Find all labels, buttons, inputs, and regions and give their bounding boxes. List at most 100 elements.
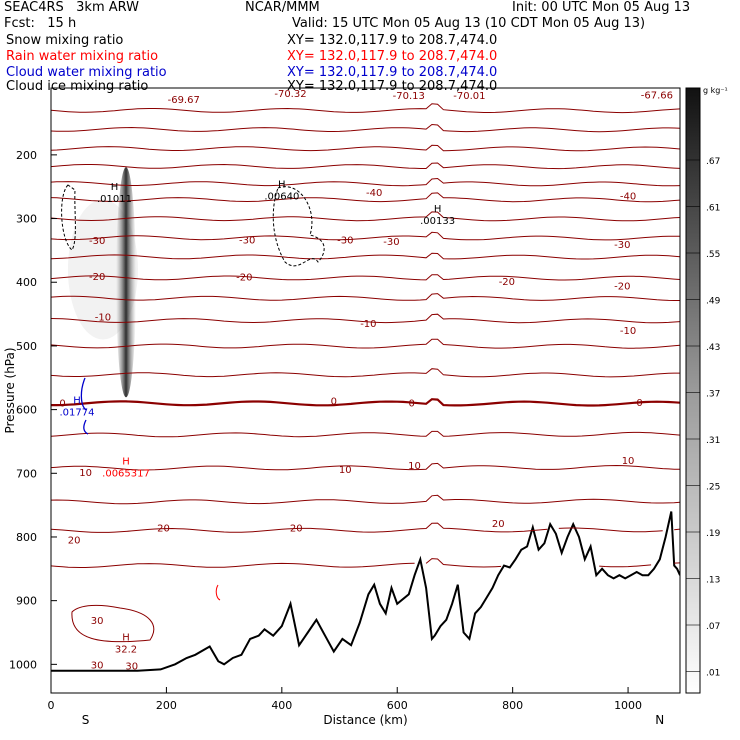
shading-core xyxy=(116,167,137,398)
colorbar-unit: g kg⁻¹ xyxy=(703,86,728,95)
temperature-label: -30 xyxy=(614,240,630,251)
temperature-label: -10 xyxy=(360,319,376,330)
isotherm-line xyxy=(51,494,680,505)
x-end-label-south: S xyxy=(82,713,90,727)
y-tick-label: 600 xyxy=(16,404,37,417)
isotherm-line xyxy=(51,462,680,471)
x-end-label-north: N xyxy=(655,713,664,727)
valid-time: Valid: 15 UTC Mon 05 Aug 13 (10 CDT Mon … xyxy=(292,16,646,31)
colorbar-label: .01 xyxy=(706,669,720,679)
extremum-mark: H xyxy=(73,396,81,407)
temperature-label: -70.13 xyxy=(393,91,425,102)
isotherm-line xyxy=(51,398,680,407)
temperature-label: 10 xyxy=(622,456,635,467)
field-label-snow: Snow mixing ratio xyxy=(6,33,124,48)
colorbar-label: .43 xyxy=(706,343,720,353)
y-tick-label: 1000 xyxy=(9,658,37,671)
snow-contour xyxy=(61,184,76,251)
temperature-label: -70.32 xyxy=(274,89,306,100)
isotherm-line xyxy=(51,252,680,260)
extremum-mark: H xyxy=(278,180,286,191)
y-tick-label: 700 xyxy=(16,467,37,480)
temperature-label: -30 xyxy=(239,236,255,247)
extremum-value: 32.2 xyxy=(115,644,137,655)
extremum-value: .00640 xyxy=(264,192,299,203)
isotherm-line xyxy=(51,313,680,324)
colorbar-label: .13 xyxy=(706,576,720,586)
isotherm-line xyxy=(51,144,680,152)
temperature-label: -20 xyxy=(614,281,630,292)
extremum-mark: H xyxy=(111,182,119,193)
extremum-mark: H xyxy=(122,457,130,468)
temperature-label: -69.67 xyxy=(168,95,200,106)
x-tick-label: 400 xyxy=(271,699,292,712)
temperature-label: -20 xyxy=(89,272,105,283)
field-label-cloud-ice: Cloud ice mixing ratio xyxy=(6,79,149,94)
x-tick-label: 800 xyxy=(502,699,523,712)
forecast-hour: Fcst: 15 h xyxy=(4,16,77,31)
isotherm-line xyxy=(51,231,680,241)
y-tick-label: 900 xyxy=(16,595,37,608)
colorbar-label: .07 xyxy=(706,622,720,632)
warm-contour xyxy=(71,604,155,643)
temperature-label: 20 xyxy=(68,536,81,547)
ice-contour xyxy=(272,186,325,267)
isotherm-line xyxy=(51,177,680,187)
colorbar-label: .61 xyxy=(706,204,720,214)
isotherm-line xyxy=(51,123,680,133)
temperature-label: 20 xyxy=(492,519,505,530)
x-tick-label: 200 xyxy=(156,699,177,712)
x-axis-title: Distance (km) xyxy=(323,713,407,727)
colorbar-label: .31 xyxy=(706,436,720,446)
temperature-label: 30 xyxy=(125,662,138,673)
temperature-label: 30 xyxy=(91,616,104,627)
temperature-label: -20 xyxy=(236,273,252,284)
isotherm-line xyxy=(51,368,680,378)
extremum-value: .01011 xyxy=(97,194,132,205)
extremum-mark: H xyxy=(434,204,442,215)
colorbar-label: .19 xyxy=(706,529,721,539)
isotherm-line xyxy=(51,293,680,301)
colorbar-label: .67 xyxy=(706,157,720,167)
temperature-label: 20 xyxy=(157,523,170,534)
temperature-label: 10 xyxy=(408,461,421,472)
temperature-label: 20 xyxy=(290,523,303,534)
colorbar: g kg⁻¹ .67 .61 .55 .49 .43 .37 .31 .25 .19 .13 .07… xyxy=(685,86,728,694)
isotherm-line xyxy=(51,430,680,438)
x-tick-label: 1000 xyxy=(614,699,642,712)
temperature-label: -30 xyxy=(337,236,353,247)
temperature-label: -10 xyxy=(95,313,111,324)
organization-label: NCAR/MMM xyxy=(245,0,320,15)
extremum-value: .00133 xyxy=(420,216,455,227)
field-xy-snow: XY= 132.0,117.9 to 208.7,474.0 xyxy=(287,33,498,48)
temperature-label: 10 xyxy=(79,468,92,479)
terrain-line xyxy=(51,511,680,672)
temperature-label: 10 xyxy=(339,465,352,476)
init-time: Init: 00 UTC Mon 05 Aug 13 xyxy=(512,0,691,15)
field-xy-cloud-ice: XY= 132.0,117.9 to 208.7,474.0 xyxy=(287,79,498,94)
field-label-cloud-water: Cloud water mixing ratio xyxy=(6,65,167,80)
y-tick-label: 400 xyxy=(16,276,37,289)
extremum-mark: H xyxy=(122,632,130,643)
y-tick-label: 300 xyxy=(16,213,37,226)
temperature-label: 0 xyxy=(636,398,642,409)
temperature-label: -67.66 xyxy=(641,90,673,101)
temperature-label: -70.01 xyxy=(453,91,485,102)
isotherm-line xyxy=(51,558,680,568)
cloud-water-contour xyxy=(80,377,89,435)
isotherm-line xyxy=(51,522,680,533)
y-tick-label: 200 xyxy=(16,149,37,162)
temperature-label: -40 xyxy=(620,192,636,203)
colorbar-label: .25 xyxy=(706,483,720,493)
colorbar-label: .55 xyxy=(706,250,720,260)
temperature-label: -20 xyxy=(499,277,515,288)
temperature-label: -40 xyxy=(366,188,382,199)
isotherm-line xyxy=(51,211,680,222)
extremum-value: .0065317 xyxy=(102,469,150,480)
temperature-label: -30 xyxy=(89,236,105,247)
colorbar-label: .49 xyxy=(706,297,721,307)
extremum-value: .01774 xyxy=(59,408,94,419)
isotherm-line xyxy=(51,338,680,349)
isotherm-line xyxy=(51,162,680,170)
